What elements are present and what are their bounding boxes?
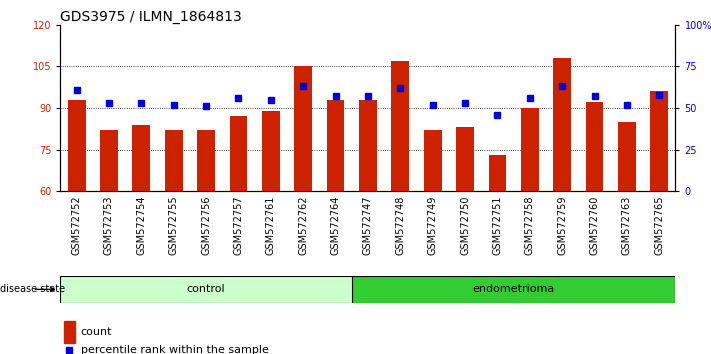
Bar xyxy=(488,155,506,191)
Bar xyxy=(230,116,247,191)
Text: GSM572756: GSM572756 xyxy=(201,195,211,255)
Bar xyxy=(586,102,604,191)
Text: GSM572758: GSM572758 xyxy=(525,195,535,255)
Bar xyxy=(521,108,539,191)
Text: GSM572750: GSM572750 xyxy=(460,195,470,255)
Text: GSM572757: GSM572757 xyxy=(233,195,243,255)
Bar xyxy=(352,276,675,303)
Text: GSM572753: GSM572753 xyxy=(104,195,114,255)
Bar xyxy=(456,127,474,191)
Bar xyxy=(424,130,442,191)
Text: GSM572749: GSM572749 xyxy=(428,195,438,255)
Text: GSM572762: GSM572762 xyxy=(298,195,308,255)
Text: disease state: disease state xyxy=(0,284,65,295)
Text: GSM572747: GSM572747 xyxy=(363,195,373,255)
Bar xyxy=(60,276,352,303)
Bar xyxy=(197,130,215,191)
Text: GSM572755: GSM572755 xyxy=(169,195,178,255)
Bar xyxy=(294,67,312,191)
Bar xyxy=(262,111,279,191)
Bar xyxy=(651,91,668,191)
Text: percentile rank within the sample: percentile rank within the sample xyxy=(81,346,269,354)
Bar xyxy=(63,321,75,343)
Text: GSM572765: GSM572765 xyxy=(654,195,664,255)
Text: GSM572759: GSM572759 xyxy=(557,195,567,255)
Text: GSM572752: GSM572752 xyxy=(72,195,82,255)
Bar xyxy=(392,61,410,191)
Text: endometrioma: endometrioma xyxy=(473,284,555,295)
Bar xyxy=(326,100,344,191)
Text: GSM572763: GSM572763 xyxy=(622,195,632,255)
Bar xyxy=(553,58,571,191)
Bar xyxy=(618,122,636,191)
Text: GSM572761: GSM572761 xyxy=(266,195,276,255)
Text: GSM572751: GSM572751 xyxy=(493,195,503,255)
Bar xyxy=(165,130,183,191)
Text: GSM572764: GSM572764 xyxy=(331,195,341,255)
Bar xyxy=(68,100,85,191)
Bar xyxy=(100,130,118,191)
Text: GSM572754: GSM572754 xyxy=(137,195,146,255)
Bar xyxy=(132,125,150,191)
Text: count: count xyxy=(81,327,112,337)
Bar xyxy=(359,100,377,191)
Text: control: control xyxy=(187,284,225,295)
Text: GSM572760: GSM572760 xyxy=(589,195,599,255)
Text: GSM572748: GSM572748 xyxy=(395,195,405,255)
Text: GDS3975 / ILMN_1864813: GDS3975 / ILMN_1864813 xyxy=(60,10,242,24)
